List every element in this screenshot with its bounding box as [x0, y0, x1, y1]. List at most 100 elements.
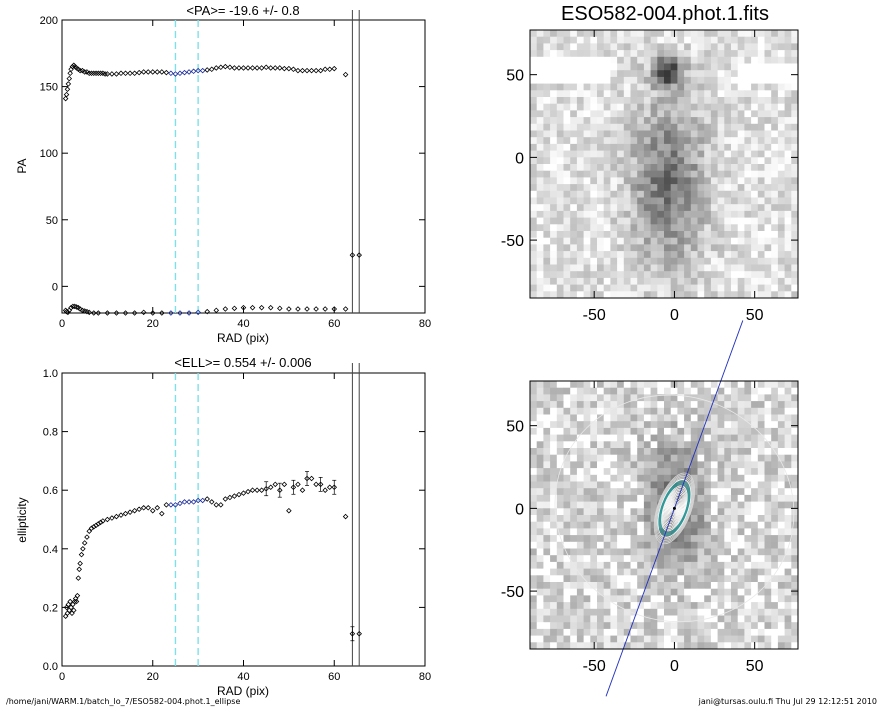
- img-pixel: [597, 110, 605, 118]
- img-pixel: [637, 184, 645, 192]
- fit-pixel: [724, 602, 732, 610]
- img-pixel: [597, 284, 605, 292]
- img-pixel: [617, 76, 625, 84]
- img-pixel: [583, 291, 591, 299]
- pa-data-point: [249, 304, 256, 311]
- fit-pixel: [664, 642, 672, 650]
- fit-pixel: [751, 515, 759, 523]
- fit-pixel: [576, 575, 584, 583]
- img-pixel: [643, 43, 651, 51]
- fit-pixel: [650, 414, 658, 422]
- img-pixel: [590, 177, 598, 185]
- img-pixel: [563, 63, 571, 71]
- ell-data-point: [86, 528, 92, 534]
- fit-pixel: [623, 488, 631, 496]
- img-pixel: [536, 76, 544, 84]
- fit-pixel: [563, 582, 571, 590]
- fit-pixel: [777, 568, 785, 576]
- img-pixel: [650, 143, 658, 151]
- img-pixel: [704, 43, 712, 51]
- img-pixel: [737, 251, 745, 259]
- fit-pixel: [744, 448, 752, 456]
- fit-pixel: [637, 481, 645, 489]
- img-pixel: [764, 90, 772, 98]
- img-pixel: [556, 184, 564, 192]
- img-pixel: [563, 277, 571, 285]
- img-pixel: [724, 190, 732, 198]
- fit-pixel: [784, 427, 792, 435]
- img-pixel: [717, 143, 725, 151]
- fit-pixel: [777, 642, 785, 650]
- fit-pixel: [751, 588, 759, 596]
- img-pixel: [643, 150, 651, 158]
- fit-pixel: [791, 501, 799, 509]
- img-pixel: [530, 177, 538, 185]
- img-pixel: [757, 157, 765, 165]
- fit-pixel: [764, 381, 772, 389]
- fit-pixel: [597, 387, 605, 395]
- fit-pixel: [710, 521, 718, 529]
- fit-pixel: [751, 615, 759, 623]
- img-pixel: [623, 204, 631, 212]
- img-pixel: [697, 184, 705, 192]
- img-pixel: [677, 251, 685, 259]
- img-pixel: [677, 184, 685, 192]
- fit-pixel: [530, 414, 538, 422]
- img-pixel: [543, 204, 551, 212]
- img-pixel: [771, 90, 779, 98]
- img-pixel: [637, 210, 645, 218]
- fit-pixel: [556, 515, 564, 523]
- fit-pixel: [576, 615, 584, 623]
- fit-pixel: [637, 602, 645, 610]
- img-pixel: [771, 170, 779, 178]
- img-pixel: [556, 130, 564, 138]
- img-pixel: [751, 50, 759, 58]
- fit-pixel: [771, 508, 779, 516]
- fit-pixel: [543, 434, 551, 442]
- img-pixel: [570, 224, 578, 232]
- img-pixel: [744, 43, 752, 51]
- img-pixel: [764, 43, 772, 51]
- fit-pixel: [623, 568, 631, 576]
- fit-pixel: [764, 401, 772, 409]
- img-pixel: [530, 164, 538, 172]
- fit-pixel: [690, 501, 698, 509]
- img-pixel: [670, 63, 678, 71]
- fit-pixel: [710, 541, 718, 549]
- fit-pixel: [610, 401, 618, 409]
- fit-pixel: [643, 635, 651, 643]
- img-pixel: [771, 103, 779, 111]
- fit-pixel: [563, 622, 571, 630]
- img-pixel: [751, 150, 759, 158]
- fit-pixel: [623, 642, 631, 650]
- fit-pixel: [590, 454, 598, 462]
- img-pixel: [650, 36, 658, 44]
- img-pixel: [650, 204, 658, 212]
- fit-pixel: [610, 615, 618, 623]
- fit-pixel: [744, 481, 752, 489]
- img-pixel: [771, 137, 779, 145]
- ell-data-point: [231, 493, 238, 499]
- fit-pixel: [704, 608, 712, 616]
- fit-pixel: [777, 602, 785, 610]
- fit-pixel: [710, 635, 718, 643]
- fit-pixel: [576, 387, 584, 395]
- img-pixel: [576, 204, 584, 212]
- fit-pixel: [623, 528, 631, 536]
- fit-pixel: [650, 394, 658, 402]
- img-pixel: [784, 103, 792, 111]
- img-pixel: [630, 70, 638, 78]
- img-pixel: [637, 130, 645, 138]
- img-pixel: [543, 130, 551, 138]
- fit-pixel: [637, 595, 645, 603]
- fit-pixel: [563, 642, 571, 650]
- fit-pixel: [550, 628, 558, 636]
- fit-pixel: [737, 427, 745, 435]
- fit-pixel: [563, 494, 571, 502]
- img-pixel: [777, 184, 785, 192]
- fit-pixel: [583, 582, 591, 590]
- img-pixel: [764, 56, 772, 64]
- img-pixel: [583, 123, 591, 131]
- fit-pixel: [764, 421, 772, 429]
- img-pixel: [603, 264, 611, 272]
